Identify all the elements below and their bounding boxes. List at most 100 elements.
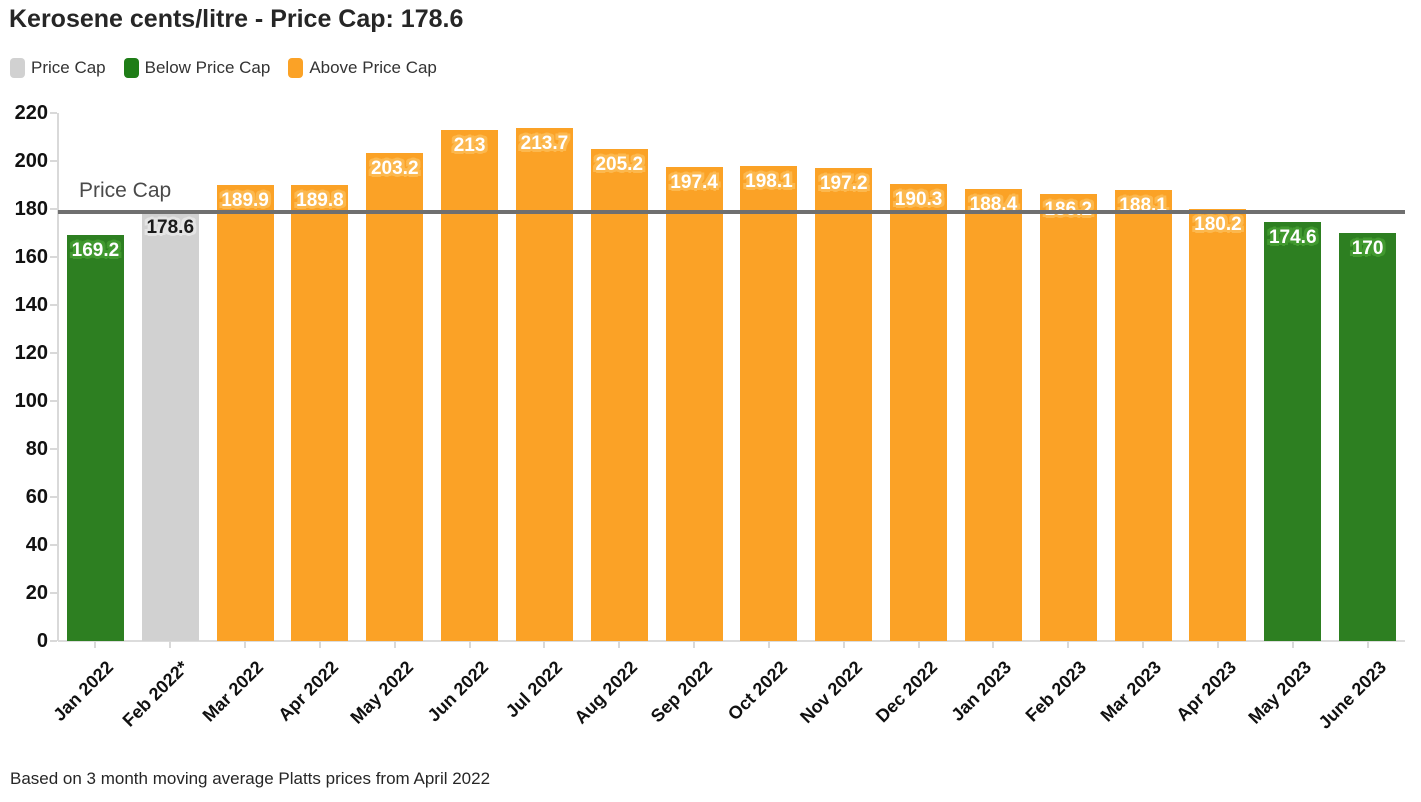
x-axis-tick: [318, 641, 321, 648]
bar-feb-2023: 186.2: [1039, 194, 1097, 641]
bar-value-label: 188.4: [969, 193, 1018, 215]
bar-apr-2023: 180.2: [1189, 208, 1247, 641]
y-axis-tick: [50, 448, 57, 450]
chart-title: Kerosene cents/litre - Price Cap: 178.6: [9, 5, 464, 33]
bar-value-label: 213: [453, 134, 486, 156]
price-cap-line-label: Price Cap: [79, 179, 172, 203]
x-axis-tick: [693, 641, 696, 648]
x-axis-tick: [1142, 641, 1145, 648]
y-axis-tick: [50, 304, 57, 306]
y-axis-tick-label: 140: [14, 294, 48, 316]
y-axis-tick-label: 0: [36, 630, 48, 652]
x-axis-tick: [992, 641, 995, 648]
legend: Price Cap Below Price Cap Above Price Ca…: [10, 58, 437, 78]
bar-june-2023: 170: [1339, 233, 1397, 641]
legend-label: Above Price Cap: [309, 58, 437, 77]
x-axis-tick-label: Jan 2023: [947, 657, 1016, 725]
x-axis-tick: [393, 641, 396, 648]
bar-jan-2022: 169.2: [66, 234, 124, 641]
legend-item-price-cap: Price Cap: [10, 58, 106, 78]
bar-oct-2022: 198.1: [740, 165, 798, 641]
bar-aug-2022: 205.2: [590, 148, 648, 641]
y-axis-tick: [50, 496, 57, 498]
bar-value-label: 205.2: [595, 153, 644, 175]
x-axis-tick-label: Jul 2022: [502, 657, 567, 722]
x-axis-tick: [1216, 641, 1219, 648]
x-axis-tick: [543, 641, 546, 648]
x-axis-tick-label: Mar 2023: [1096, 657, 1166, 726]
y-axis-tick: [50, 592, 57, 594]
bar-feb-2022: 178.6: [141, 212, 199, 641]
bar-value-label: 188.1: [1119, 194, 1167, 216]
bar-value-label: 198.1: [745, 170, 793, 192]
x-axis-tick-label: Mar 2022: [198, 657, 268, 726]
x-axis-tick: [468, 641, 471, 648]
legend-item-below-cap: Below Price Cap: [123, 58, 271, 78]
bar-jun-2022: 213: [441, 129, 499, 641]
above-cap-swatch-icon: [288, 58, 304, 78]
bar-value-label: 174.6: [1268, 226, 1317, 248]
bar-value-label: 178.6: [146, 217, 195, 239]
bar-value-label: 189.9: [221, 190, 269, 212]
x-axis-tick-label: Oct 2022: [723, 657, 792, 725]
bar-value-label: 189.8: [296, 190, 344, 212]
y-axis-tick-label: 60: [25, 486, 48, 508]
x-axis-tick-label: Nov 2022: [795, 657, 866, 728]
bar-value-label: 186.2: [1044, 199, 1092, 221]
bar-value-label: 190.3: [894, 189, 943, 211]
y-axis-tick-label: 100: [14, 390, 48, 412]
x-axis-baseline: [58, 640, 1405, 642]
x-axis-labels: Jan 2022 Feb 2022* Mar 2022 Apr 2022 May 202…: [50, 641, 1405, 771]
x-axis-tick: [767, 641, 770, 648]
y-axis-tick-label: 20: [25, 582, 48, 604]
bar-value-label: 180.2: [1194, 213, 1242, 235]
y-axis-tick: [50, 112, 57, 114]
x-axis-tick-label: Sep 2022: [646, 657, 717, 727]
x-axis-tick: [1291, 641, 1294, 648]
y-axis-tick-label: 180: [14, 198, 48, 220]
y-axis-tick-label: 40: [25, 534, 48, 556]
bar-sep-2022: 197.4: [665, 167, 723, 641]
y-axis-tick-label: 160: [14, 246, 48, 268]
bar-jan-2023: 188.4: [964, 188, 1022, 641]
x-axis-tick: [1366, 641, 1369, 648]
bar-dec-2022: 190.3: [890, 184, 948, 641]
legend-item-above-cap: Above Price Cap: [288, 58, 437, 78]
y-axis-tick-label: 220: [14, 102, 48, 124]
x-axis-tick-label: June 2023: [1314, 657, 1390, 733]
y-axis-tick-label: 80: [25, 438, 48, 460]
below-cap-swatch-icon: [123, 58, 139, 78]
bar-value-label: 197.4: [670, 172, 718, 194]
bar-value-label: 169.2: [71, 239, 120, 261]
y-axis-tick-label: 200: [14, 150, 48, 172]
footer-note: Based on 3 month moving average Platts p…: [10, 769, 491, 788]
y-axis-tick: [50, 160, 57, 162]
bar-value-label: 197.2: [819, 172, 868, 194]
bar-value-label: 213.7: [520, 133, 569, 155]
x-axis-tick: [244, 641, 247, 648]
x-axis-tick-label: Apr 2023: [1172, 657, 1241, 725]
bar-jul-2022: 213.7: [515, 128, 573, 641]
y-axis-line: [57, 113, 59, 641]
y-axis-tick: [50, 208, 57, 210]
price-cap-line: [58, 210, 1405, 215]
legend-label: Below Price Cap: [144, 58, 271, 77]
x-axis-tick-label: Dec 2022: [871, 657, 941, 727]
chart-region: Price Cap 169.2 178.6 189.9 189.8 203.2 213 21…: [0, 102, 1421, 802]
x-axis-tick: [842, 641, 845, 648]
x-axis-tick-label: Aug 2022: [570, 657, 642, 728]
bar-nov-2022: 197.2: [815, 167, 873, 641]
x-axis-tick-label: Feb 2022*: [118, 657, 193, 731]
y-axis-tick: [50, 400, 57, 402]
x-axis-tick: [94, 641, 97, 648]
x-axis-tick-label: Jun 2022: [423, 657, 492, 726]
bar-mar-2022: 189.9: [216, 185, 274, 641]
x-axis-tick: [1067, 641, 1070, 648]
x-axis-tick: [917, 641, 920, 648]
x-axis-tick-label: May 2022: [346, 657, 417, 728]
bar-mar-2023: 188.1: [1114, 189, 1172, 641]
bar-may-2023: 174.6: [1264, 221, 1322, 641]
y-axis-tick: [50, 640, 57, 642]
y-axis-tick: [50, 256, 57, 258]
